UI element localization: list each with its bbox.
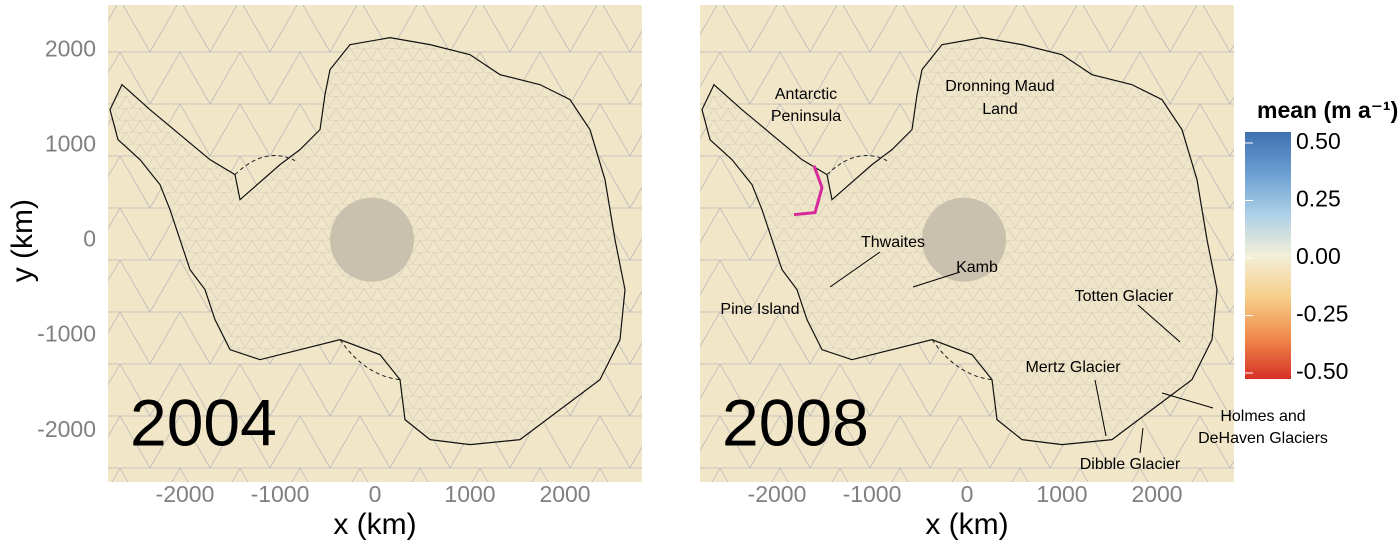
y-tick-label: 2000 (45, 36, 96, 62)
colorbar (1245, 132, 1291, 379)
annotation: Dibble Glacier (1080, 456, 1181, 473)
annotation-arrow (829, 251, 881, 288)
annotation: Holmes and (1220, 408, 1305, 425)
y-tick-label: 1000 (45, 131, 96, 157)
annotation: Land (982, 101, 1018, 118)
x-tick-label: 2000 (539, 481, 590, 507)
annotation: Pine Island (720, 301, 799, 318)
x-tick-label: 1000 (444, 481, 495, 507)
x-tick-label: 1000 (1036, 481, 1087, 507)
colorbar-tick-label: -0.50 (1296, 358, 1348, 384)
year-label: 2004 (130, 385, 277, 459)
annotation: Totten Glacier (1075, 288, 1174, 305)
y-tick-label: -2000 (37, 416, 96, 442)
pole-hole (922, 197, 1006, 282)
annotation-arrow (912, 271, 961, 288)
annotation: Peninsula (771, 108, 841, 125)
x-tick-label: 0 (369, 481, 382, 507)
ice-shelf-edge (234, 155, 401, 381)
colorbar-tick-label: 0.50 (1296, 128, 1341, 154)
x-axis-title: x (km) (333, 508, 416, 541)
annotation: Thwaites (861, 234, 925, 251)
x-tick-label: 2000 (1131, 481, 1182, 507)
annotation: Antarctic (775, 86, 837, 103)
annotation: Mertz Glacier (1025, 359, 1121, 376)
colorbar-tick-label: -0.25 (1296, 301, 1348, 327)
y-tick-label: -1000 (37, 321, 96, 347)
colorbar-tick-label: 0.25 (1296, 186, 1341, 212)
annotation-arrow (1137, 304, 1181, 343)
annotation: DeHaven Glaciers (1198, 430, 1328, 447)
transect (793, 165, 824, 217)
x-tick-label: -1000 (251, 481, 310, 507)
x-tick-label: -2000 (156, 481, 215, 507)
x-axis-title: x (km) (925, 508, 1008, 541)
ice-shelf-edge (826, 155, 993, 381)
x-tick-label: -1000 (843, 481, 902, 507)
y-axis-title: y (km) (6, 199, 39, 282)
y-tick-label: 0 (83, 226, 96, 252)
colorbar-tick-label: 0.00 (1296, 243, 1341, 269)
annotation-arrow (1139, 427, 1144, 454)
annotation: Kamb (956, 259, 998, 276)
colorbar-title: mean (m a⁻¹) (1257, 97, 1398, 123)
year-label: 2008 (722, 385, 869, 459)
x-tick-label: 0 (961, 481, 974, 507)
annotation-arrow (1094, 379, 1107, 437)
pole-hole (330, 197, 414, 282)
x-tick-label: -2000 (748, 481, 807, 507)
annotation-arrow (1161, 392, 1214, 409)
annotation: Dronning Maud (945, 78, 1054, 95)
